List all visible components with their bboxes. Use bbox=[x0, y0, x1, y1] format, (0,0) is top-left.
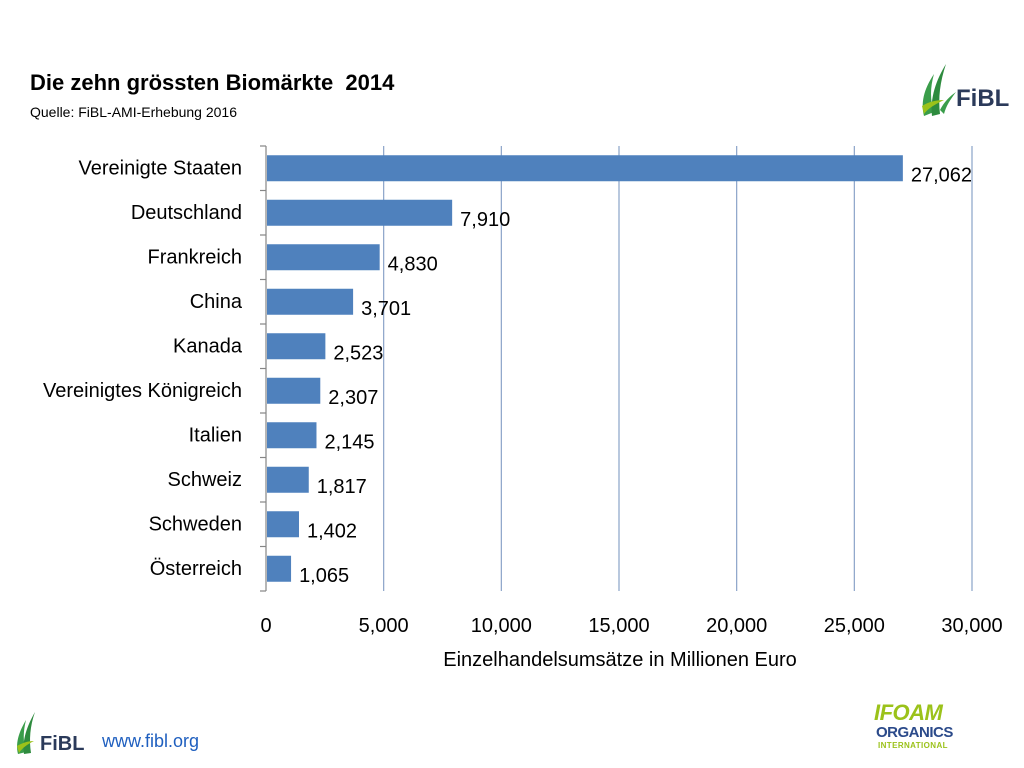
ifoam-logo-text: IFOAM bbox=[874, 700, 943, 725]
fibl-logo-text: FiBL bbox=[956, 85, 1009, 112]
bar bbox=[267, 155, 903, 182]
fibl-logo: FiBL bbox=[918, 60, 1018, 120]
fibl-website-link[interactable]: www.fibl.org bbox=[102, 731, 200, 751]
value-label: 2,307 bbox=[328, 387, 378, 409]
x-tick-labels: 0 5,000 10,000 15,000 20,000 25,000 30,000 bbox=[260, 615, 1002, 637]
fibl-footer-logo-text: FiBL bbox=[40, 733, 84, 755]
category-label: Kanada bbox=[173, 335, 243, 357]
value-label: 2,523 bbox=[333, 342, 383, 364]
bar bbox=[267, 199, 453, 226]
value-labels: 27,062 7,910 4,830 3,701 2,523 2,307 2,145 1,81… bbox=[299, 164, 972, 587]
value-label: 1,817 bbox=[317, 476, 367, 498]
bar bbox=[267, 288, 354, 315]
category-label: Deutschland bbox=[131, 202, 242, 224]
category-label: Frankreich bbox=[148, 246, 242, 268]
category-label: Schweiz bbox=[168, 469, 242, 491]
bar bbox=[267, 422, 317, 449]
ifoam-international-text: INTERNATIONAL bbox=[878, 741, 948, 750]
category-label: Vereinigte Staaten bbox=[79, 157, 242, 179]
value-label: 3,701 bbox=[361, 298, 411, 320]
x-tick-label: 20,000 bbox=[706, 615, 767, 637]
bar bbox=[267, 466, 309, 493]
fibl-footer-logo: FiBL bbox=[14, 708, 94, 758]
bar bbox=[267, 555, 292, 582]
category-labels: Vereinigte Staaten Deutschland Frankreich C… bbox=[43, 157, 243, 580]
value-label: 27,062 bbox=[911, 164, 972, 186]
chart-title: Die zehn grössten Biomärkte 2014 bbox=[30, 70, 395, 95]
ifoam-logo: IFOAM ORGANICS INTERNATIONAL bbox=[874, 700, 970, 754]
ifoam-organics-text: ORGANICS bbox=[876, 724, 953, 741]
bar bbox=[267, 511, 299, 538]
value-label: 1,402 bbox=[307, 520, 357, 542]
x-axis-label: Einzelhandelsumsätze in Millionen Euro bbox=[443, 649, 797, 671]
x-tick-label: 25,000 bbox=[824, 615, 885, 637]
category-label: Vereinigtes Königreich bbox=[43, 380, 242, 402]
value-label: 7,910 bbox=[460, 209, 510, 231]
category-label: China bbox=[190, 291, 243, 313]
category-label: Italien bbox=[189, 424, 242, 446]
x-tick-label: 10,000 bbox=[471, 615, 532, 637]
category-label: Schweden bbox=[149, 513, 242, 535]
x-tick-label: 30,000 bbox=[941, 615, 1002, 637]
bar bbox=[267, 333, 326, 360]
category-label: Österreich bbox=[150, 558, 242, 580]
x-tick-label: 5,000 bbox=[359, 615, 409, 637]
bar bbox=[267, 244, 380, 271]
value-label: 1,065 bbox=[299, 565, 349, 587]
x-tick-label: 0 bbox=[260, 615, 271, 637]
value-label: 2,145 bbox=[324, 431, 374, 453]
chart-source: Quelle: FiBL-AMI-Erhebung 2016 bbox=[30, 104, 237, 120]
bar-chart: Vereinigte Staaten Deutschland Frankreich C… bbox=[43, 145, 1003, 671]
chart-bars bbox=[267, 155, 903, 582]
value-label: 4,830 bbox=[388, 253, 438, 275]
bar bbox=[267, 377, 321, 404]
chart-axis bbox=[260, 145, 267, 592]
fibl-leaf-icon: FiBL bbox=[922, 64, 1009, 116]
x-tick-label: 15,000 bbox=[588, 615, 649, 637]
fibl-footer-leaf-icon: FiBL bbox=[17, 712, 84, 755]
